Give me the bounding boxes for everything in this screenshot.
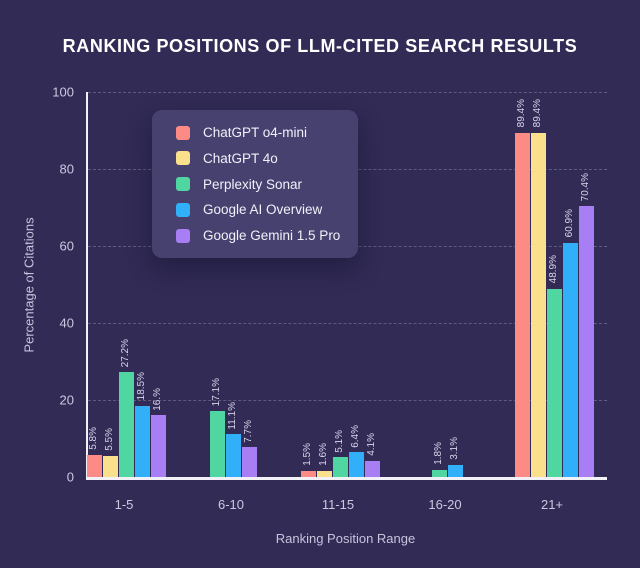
- bar-perplexity-sonar-6-10: [209, 411, 225, 477]
- y-tick-label-20: 20: [59, 392, 74, 408]
- bar-google-ai-overview-11-15: [348, 452, 364, 477]
- bar-slot: 5.8%: [86, 427, 102, 477]
- x-category-label-1-5: 1-5: [114, 497, 134, 512]
- bar-slot: 11.1%: [225, 402, 241, 477]
- value-label: 27.2%: [120, 338, 131, 368]
- y-tick-label-40: 40: [59, 315, 74, 331]
- legend-label: ChatGPT o4-mini: [203, 125, 308, 140]
- bar-slot: 6.4%: [348, 425, 364, 477]
- legend-item-google-gemini-1-5-pro[interactable]: Google Gemini 1.5 Pro: [176, 228, 358, 243]
- value-label: 89.4%: [532, 99, 543, 128]
- legend-label: Google Gemini 1.5 Pro: [203, 228, 341, 243]
- y-axis-title: Percentage of Citations: [21, 217, 37, 353]
- legend-label: Google AI Overview: [203, 202, 323, 218]
- value-label: 5.5%: [104, 428, 115, 451]
- bar-google-ai-overview-6-10: [225, 434, 241, 477]
- value-label: 1.8%: [433, 442, 444, 466]
- bar-slot: 5.5%: [102, 428, 118, 477]
- legend-item-chatgpt-4o[interactable]: ChatGPT 4o: [176, 151, 358, 166]
- bar-google-ai-overview-21+: [562, 242, 578, 477]
- value-label: 70.4%: [580, 172, 591, 201]
- bar-slot: 60.9%: [562, 209, 578, 477]
- bar-slot: 27.2%: [118, 339, 134, 477]
- bar-slot: 1.5%: [300, 443, 316, 477]
- value-label: 5.1%: [334, 429, 345, 453]
- x-category-label-21+: 21+: [540, 497, 564, 512]
- bar-chatgpt-o4-mini-11-15: [300, 471, 316, 477]
- gridline-40: [88, 323, 607, 324]
- legend-swatch-icon: [176, 125, 190, 140]
- gridline-20: [88, 400, 607, 401]
- value-label: 1.6%: [318, 443, 329, 466]
- bar-chatgpt-4o-11-15: [316, 470, 332, 477]
- value-label: 7.7%: [243, 419, 254, 443]
- bar-slot: 70.4%: [578, 173, 594, 477]
- bar-slot: 16.%: [150, 388, 166, 477]
- bar-slot: 4.1%: [364, 433, 380, 477]
- value-label: 16.%: [152, 387, 163, 411]
- legend-swatch-icon: [176, 151, 190, 166]
- x-category-label-16-20: 16-20: [428, 497, 462, 512]
- bar-slot: 18.5%: [134, 372, 150, 477]
- y-tick-label-0: 0: [66, 469, 74, 485]
- bar-group-21+: 89.4% 89.4% 48.9% 60.9% 70.4%: [514, 92, 594, 477]
- bar-slot: 1.8%: [431, 442, 447, 477]
- bar-slot: 1.6%: [316, 443, 332, 477]
- bar-slot: 3.1%: [447, 437, 463, 477]
- value-label: 1.5%: [302, 443, 313, 467]
- x-axis-title: Ranking Position Range: [275, 531, 416, 546]
- y-tick-label-60: 60: [59, 238, 74, 254]
- value-label: 48.9%: [548, 255, 559, 284]
- value-label: 4.1%: [366, 433, 377, 457]
- legend-item-google-ai-overview[interactable]: Google AI Overview: [176, 202, 358, 217]
- bar-group-6-10: 17.1% 11.1% 7.7%: [209, 92, 257, 477]
- bar-slot: 17.1%: [209, 378, 225, 477]
- x-category-label-6-10: 6-10: [217, 497, 245, 512]
- bar-chatgpt-o4-mini-21+: [514, 132, 530, 477]
- legend-swatch-icon: [176, 202, 190, 217]
- value-label: 3.1%: [449, 437, 460, 461]
- legend-label: ChatGPT 4o: [203, 150, 278, 166]
- bar-slot: 89.4%: [514, 99, 530, 477]
- bar-perplexity-sonar-16-20: [431, 470, 447, 477]
- value-label: 60.9%: [564, 209, 575, 238]
- bar-perplexity-sonar-1-5: [118, 372, 134, 477]
- legend-label: Perplexity Sonar: [203, 176, 303, 192]
- bar-chatgpt-4o-1-5: [102, 455, 118, 477]
- bar-slot: 89.4%: [530, 99, 546, 477]
- bar-group-11-15: 1.5% 1.6% 5.1% 6.4% 4.1%: [300, 92, 380, 477]
- bar-google-ai-overview-16-20: [447, 465, 463, 477]
- legend-item-chatgpt-o4-mini[interactable]: ChatGPT o4-mini: [176, 125, 358, 140]
- x-category-label-11-15: 11-15: [321, 497, 355, 512]
- bar-slot: 7.7%: [241, 420, 257, 477]
- bar-google-ai-overview-1-5: [134, 405, 150, 477]
- chart-title: RANKING POSITIONS OF LLM-CITED SEARCH RE…: [62, 36, 578, 56]
- legend-swatch-icon: [176, 228, 190, 243]
- legend: ChatGPT o4-mini ChatGPT 4o Perplexity Sona…: [152, 110, 358, 258]
- value-label: 17.1%: [211, 377, 222, 407]
- legend-item-perplexity-sonar[interactable]: Perplexity Sonar: [176, 177, 358, 192]
- bar-chatgpt-4o-21+: [530, 132, 546, 477]
- value-label: 5.8%: [88, 426, 99, 450]
- bar-slot: 5.1%: [332, 430, 348, 477]
- value-label: 18.5%: [136, 372, 147, 401]
- bar-google-gemini-1-5-pro-11-15: [364, 461, 380, 477]
- bar-perplexity-sonar-11-15: [332, 457, 348, 477]
- bar-slot: 48.9%: [546, 255, 562, 477]
- bar-google-gemini-1-5-pro-21+: [578, 205, 594, 477]
- y-tick-label-100: 100: [52, 84, 74, 100]
- legend-swatch-icon: [176, 177, 190, 191]
- gridline-100: [88, 92, 607, 93]
- bar-group-1-5: 5.8% 5.5% 27.2% 18.5% 16.%: [86, 92, 166, 477]
- bar-google-gemini-1-5-pro-6-10: [241, 447, 257, 477]
- bar-perplexity-sonar-21+: [546, 288, 562, 477]
- y-tick-label-80: 80: [59, 161, 74, 177]
- value-label: 6.4%: [350, 424, 361, 448]
- bar-chatgpt-o4-mini-1-5: [86, 454, 102, 477]
- bar-group-16-20: 1.8% 3.1%: [431, 92, 463, 477]
- value-label: 89.4%: [516, 99, 527, 128]
- value-label: 11.1%: [227, 401, 238, 430]
- bar-google-gemini-1-5-pro-1-5: [150, 415, 166, 477]
